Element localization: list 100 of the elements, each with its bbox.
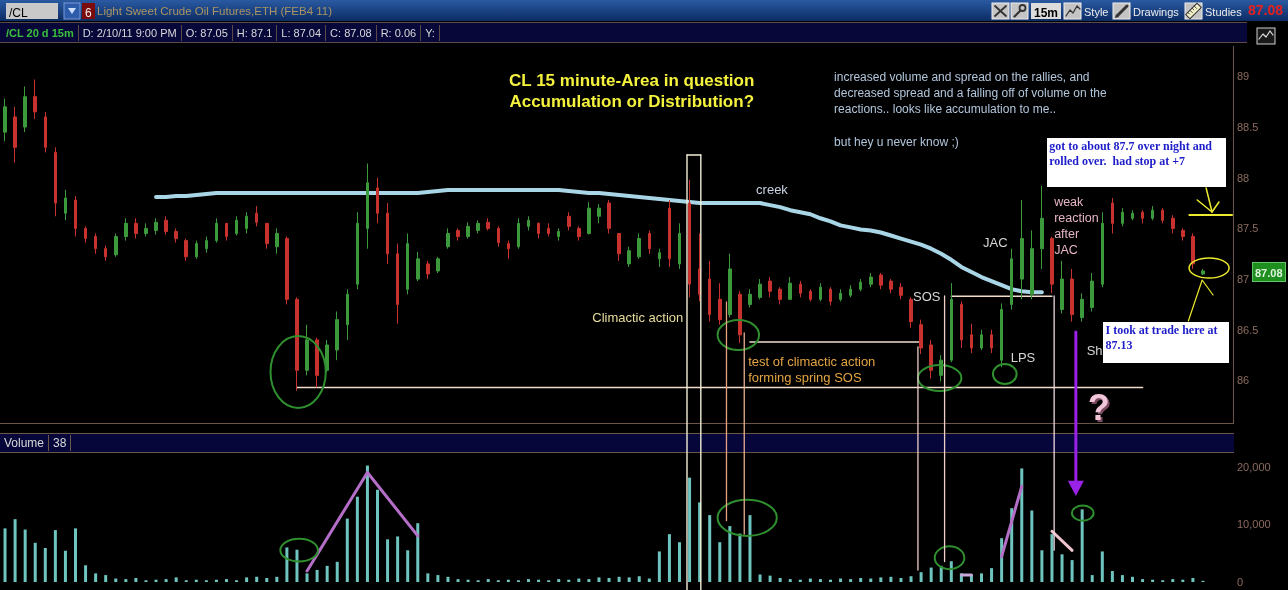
candlestick [738,290,742,344]
callout-box: I took at trade here at 87.13 [1103,322,1229,363]
bar [929,567,933,582]
bar [225,579,228,582]
annotation: increased volume and spread on the rallies, and decreased spread and a falling off of volume on the reactions.. looks like accumulation to me.. [834,69,1107,117]
text: D: 2/10/11 9:00 PM [78,25,182,41]
candlestick [446,227,450,250]
bar [94,573,98,582]
bar [365,465,369,582]
y-tick-label: 89 [1237,70,1250,83]
candlestick [245,211,248,234]
candlestick [134,217,138,240]
candlestick [869,272,873,288]
bar [1070,560,1074,582]
text: L: 87.04 [277,25,327,41]
bar [486,579,490,582]
candlestick [970,323,973,354]
text: C: 87.08 [326,25,377,41]
text-field: /CL [6,3,58,19]
text: R: 0.06 [376,25,422,41]
bar [285,547,289,582]
text: Drawings [1133,5,1179,19]
candlestick [1020,199,1024,300]
bar [607,577,611,582]
candlestick [990,329,993,354]
candlestick [698,232,701,302]
candlestick [84,225,87,244]
bar [376,489,379,582]
annotation: creek [756,182,788,198]
candlestick [184,238,188,262]
candlestick [386,202,389,265]
bar [688,477,692,582]
bar [305,573,309,582]
bar [758,574,762,582]
annotation: test of climactic action forming spring SOS [748,354,876,386]
bar [728,526,732,582]
candlestick [1141,209,1144,224]
candlestick [1090,272,1094,313]
button: 15m [1031,3,1062,19]
annotation: ? [1087,387,1110,428]
candlestick [668,199,671,268]
candlestick [436,256,440,274]
bar [617,576,621,582]
price-tag: 87.08 [1252,262,1286,282]
bar [63,550,67,582]
candlestick [1070,268,1074,323]
candlestick [547,222,550,238]
candlestick [225,222,228,242]
bar [788,579,792,582]
bar [426,573,430,582]
candlestick [1080,292,1084,323]
bar [295,549,299,582]
candlestick [486,217,490,231]
candlestick [728,253,732,319]
candlestick [366,163,369,250]
candlestick [285,236,289,305]
bar [446,576,450,582]
y-tick-label: 87 [1237,273,1250,286]
candlestick [577,225,581,242]
bar [1060,554,1064,582]
bar [1040,550,1044,582]
bar [527,579,530,582]
candlestick [980,329,983,351]
candlestick [466,221,470,240]
candlestick [587,201,591,235]
text: 87.08 [1248,2,1284,19]
bar [335,561,339,582]
candlestick [507,240,510,260]
bar [1030,510,1034,582]
y-tick-label: 87.5 [1237,222,1259,235]
bar [859,577,863,582]
text: H: 87.1 [232,25,278,41]
bar [275,576,279,582]
bar [818,579,822,582]
candlestick [215,217,218,244]
bar [315,569,319,582]
badge: 6 [82,3,95,19]
bar [1090,575,1094,582]
candlestick [497,225,500,248]
candlestick [346,288,349,341]
candlestick [456,227,460,242]
bar [657,551,661,582]
candlestick [557,227,560,242]
candlestick [1111,197,1114,234]
candlestick [839,288,842,302]
candlestick [335,311,339,361]
text: 38 [48,435,72,451]
bar [1131,576,1134,582]
bar [3,528,7,582]
candlestick [235,215,238,237]
candlestick [406,232,409,295]
candlestick [1060,260,1064,315]
candlestick [909,296,913,329]
candlestick [950,282,953,363]
bar [899,577,903,582]
bar [53,530,57,582]
annotation: weak reaction after JAC [1054,194,1099,258]
candlestick [416,251,420,282]
chart-subtitle: Light Sweet Crude Oil Futures,ETH (FEB4 11) [97,4,332,18]
bar [1120,575,1124,582]
